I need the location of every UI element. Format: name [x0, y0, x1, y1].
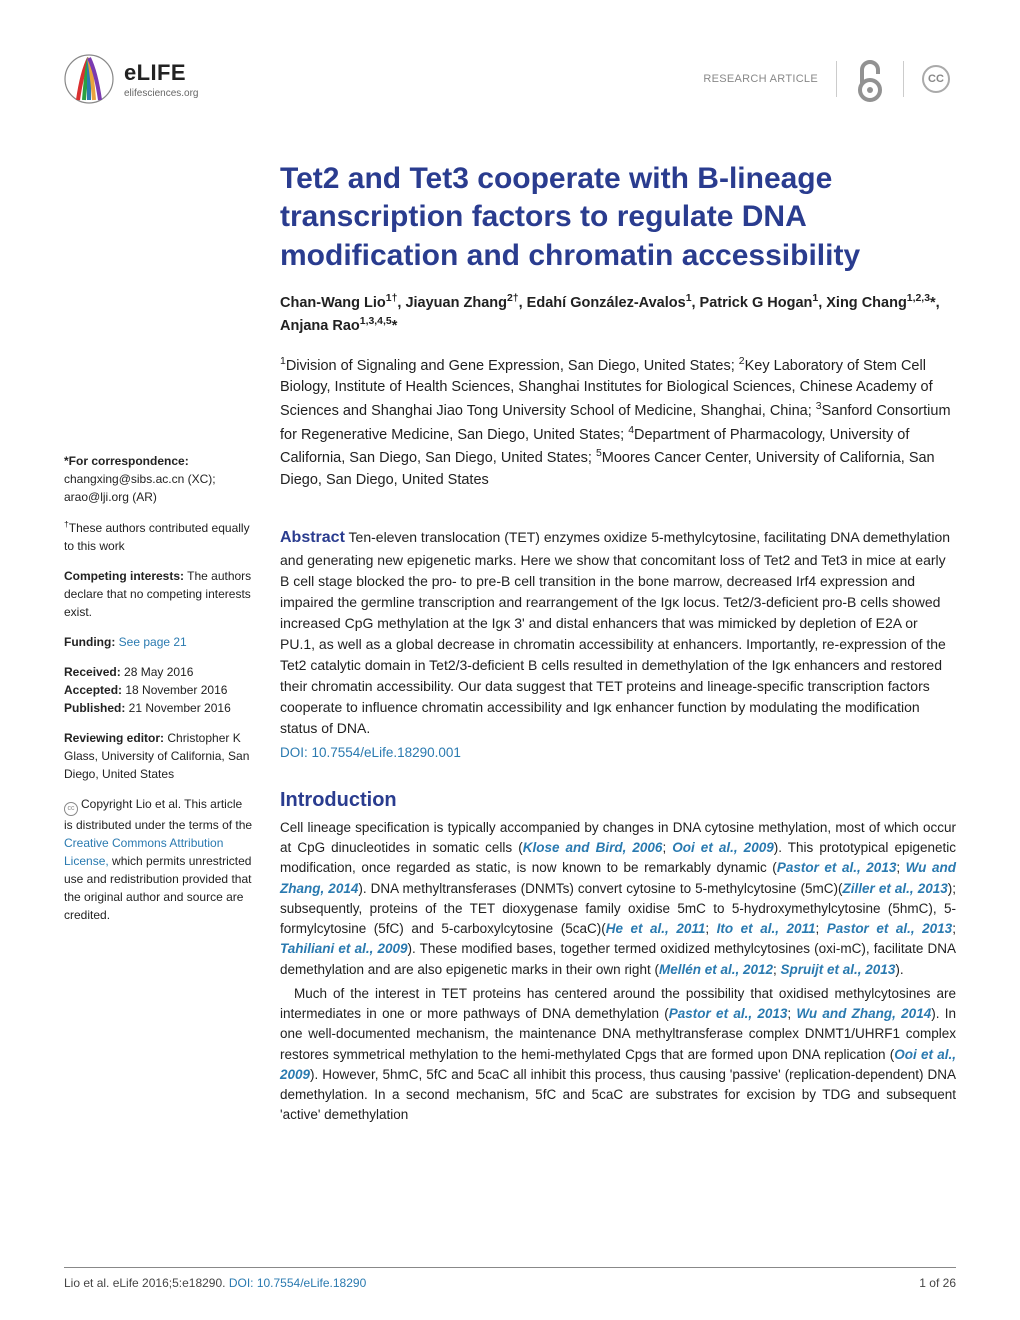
copyright: ccCopyright Lio et al. This article is d…	[64, 795, 254, 924]
main-column: Tet2 and Tet3 cooperate with B-lineage t…	[280, 160, 956, 1130]
introduction-body: Cell lineage specification is typically …	[280, 818, 956, 1126]
correspondence: *For correspondence: changxing@sibs.ac.c…	[64, 452, 254, 506]
intro-paragraph-2: Much of the interest in TET proteins has…	[280, 984, 956, 1126]
abstract-label: Abstract	[280, 529, 345, 546]
equal-contribution: †These authors contributed equally to th…	[64, 518, 254, 555]
accepted-date: 18 November 2016	[122, 683, 227, 697]
intro-paragraph-1: Cell lineage specification is typically …	[280, 818, 956, 980]
copyright-pre: Copyright Lio et al. This article is dis…	[64, 797, 252, 832]
journal-logo-block: eLIFE elifesciences.org	[64, 54, 198, 104]
article-title: Tet2 and Tet3 cooperate with B-lineage t…	[280, 160, 956, 275]
authors-list: Chan-Wang Lio1†, Jiayuan Zhang2†, Edahí …	[280, 291, 956, 338]
page-number: 1 of 26	[919, 1276, 956, 1290]
page-footer: Lio et al. eLife 2016;5:e18290. DOI: 10.…	[64, 1267, 956, 1290]
received-date: 28 May 2016	[121, 665, 194, 679]
page-header: eLIFE elifesciences.org RESEARCH ARTICLE…	[64, 54, 956, 104]
correspondence-label: *For correspondence:	[64, 454, 189, 468]
accepted-label: Accepted:	[64, 683, 122, 697]
competing-interests: Competing interests: The authors declare…	[64, 567, 254, 621]
divider	[836, 61, 837, 97]
content-grid: *For correspondence: changxing@sibs.ac.c…	[64, 160, 956, 1130]
competing-label: Competing interests:	[64, 569, 184, 583]
journal-name-block: eLIFE elifesciences.org	[124, 60, 198, 99]
affiliations: 1Division of Signaling and Gene Expressi…	[280, 354, 956, 492]
abstract-doi-link[interactable]: DOI: 10.7554/eLife.18290.001	[280, 743, 956, 763]
journal-name: eLIFE	[124, 60, 198, 86]
elife-logo-icon	[64, 54, 114, 104]
open-access-icon	[855, 56, 885, 102]
cc-license-icon[interactable]: CC	[922, 65, 950, 93]
footer-citation: Lio et al. eLife 2016;5:e18290. DOI: 10.…	[64, 1276, 366, 1290]
published-date: 21 November 2016	[125, 701, 230, 715]
received-label: Received:	[64, 665, 121, 679]
divider	[903, 61, 904, 97]
funding-link[interactable]: See page 21	[119, 635, 187, 649]
funding: Funding: See page 21	[64, 633, 254, 651]
article-type-label: RESEARCH ARTICLE	[703, 73, 818, 85]
reveditor-label: Reviewing editor:	[64, 731, 164, 745]
abstract-text: Ten-eleven translocation (TET) enzymes o…	[280, 529, 950, 736]
dates: Received: 28 May 2016 Accepted: 18 Novem…	[64, 663, 254, 717]
published-label: Published:	[64, 701, 125, 715]
sidebar: *For correspondence: changxing@sibs.ac.c…	[64, 160, 254, 1130]
journal-url[interactable]: elifesciences.org	[124, 88, 198, 99]
footer-doi-link[interactable]: DOI: 10.7554/eLife.18290	[229, 1276, 366, 1290]
correspondence-text: changxing@sibs.ac.cn (XC); arao@lji.org …	[64, 472, 216, 504]
funding-label: Funding:	[64, 635, 115, 649]
cc-small-icon: cc	[64, 802, 78, 816]
reviewing-editor: Reviewing editor: Christopher K Glass, U…	[64, 729, 254, 783]
introduction-heading: Introduction	[280, 789, 956, 812]
abstract-block: Abstract Ten-eleven translocation (TET) …	[280, 526, 956, 763]
header-right: RESEARCH ARTICLE CC	[703, 56, 950, 102]
